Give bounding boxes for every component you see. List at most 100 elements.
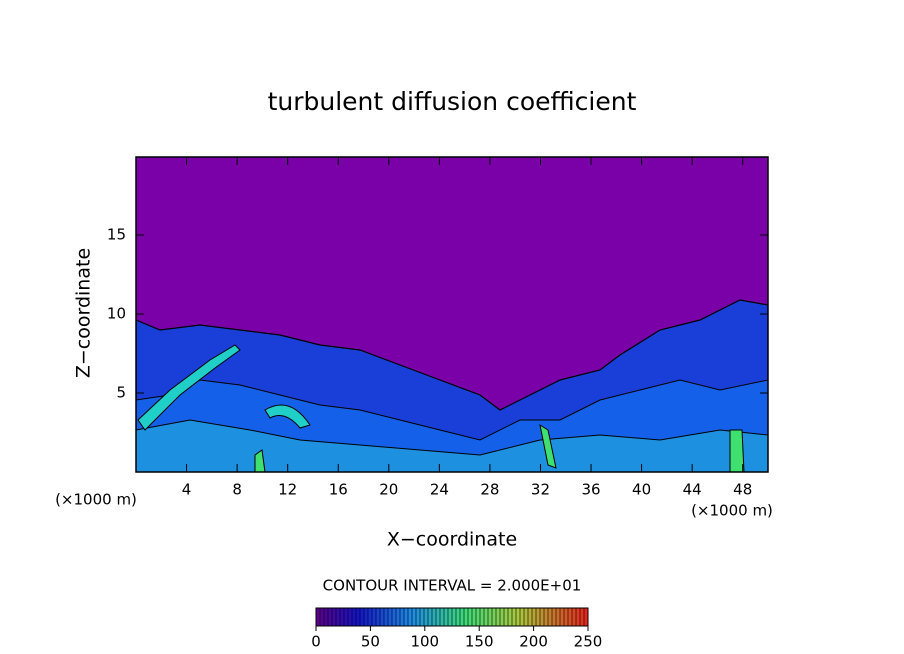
colorbar-cell [340,608,344,626]
colorbar-cell [360,608,364,626]
colorbar-tick-label: 150 [465,633,494,651]
colorbar-cell [372,608,376,626]
colorbar-cell [536,608,540,626]
colorbar-cell [556,608,560,626]
colorbar-frame [315,607,589,627]
x-tick-label: 4 [182,481,192,499]
colorbar-cell [552,608,556,626]
colorbar-cell [344,608,348,626]
colorbar-cell [472,608,476,626]
colorbar-cell [484,608,488,626]
colorbar-cell [420,608,424,626]
x-axis-title: X−coordinate [387,529,517,551]
colorbar-cell [524,608,528,626]
colorbar-cell [584,608,588,626]
colorbar-cell [408,608,412,626]
colorbar-cell [480,608,484,626]
field-region [729,429,745,472]
x-tick-label: 28 [480,481,499,499]
colorbar-cell [464,608,468,626]
colorbar-cell [560,608,564,626]
colorbar-cell [512,608,516,626]
x-tick-label: 16 [329,481,348,499]
colorbar-cell [324,608,328,626]
colorbar-cell [392,608,396,626]
colorbar-tick-label: 50 [361,633,380,651]
field-region [264,404,311,429]
colorbar-cell [500,608,504,626]
colorbar-cell [516,608,520,626]
colorbar-cell [316,608,320,626]
colorbar-cell [496,608,500,626]
colorbar-cell [580,608,584,626]
colorbar-cell [440,608,444,626]
colorbar-cell [368,608,372,626]
y-axis-title: Z−coordinate [73,248,95,378]
colorbar-cell [468,608,472,626]
colorbar-cell [396,608,400,626]
colorbar-cell [540,608,544,626]
y-tick-label: 15 [107,226,126,244]
y-tick-label: 5 [116,384,126,402]
colorbar [315,608,588,626]
contour-field [136,157,768,472]
colorbar-cell [356,608,360,626]
colorbar-cell [444,608,448,626]
contour-interval: CONTOUR INTERVAL = 2.000E+01 [323,577,582,595]
x-tick-label: 48 [733,481,752,499]
y-tick-label: 10 [107,305,126,323]
field-region [137,344,241,431]
colorbar-cell [456,608,460,626]
colorbar-cell [400,608,404,626]
colorbar-cell [376,608,380,626]
colorbar-cell [436,608,440,626]
colorbar-cell [416,608,420,626]
field-region [136,419,768,472]
colorbar-cell [320,608,324,626]
colorbar-cell [488,608,492,626]
colorbar-cell [328,608,332,626]
colorbar-cell [544,608,548,626]
colorbar-cell [476,608,480,626]
colorbar-cell [332,608,336,626]
colorbar-cell [388,608,392,626]
colorbar-cell [428,608,432,626]
colorbar-cell [384,608,388,626]
x-tick-label: 8 [232,481,242,499]
x-tick-label: 12 [278,481,297,499]
colorbar-cell [348,608,352,626]
colorbar-cell [448,608,452,626]
x-unit-label: (×1000 m) [691,502,773,520]
colorbar-cell [424,608,428,626]
colorbar-cell [336,608,340,626]
colorbar-cell [576,608,580,626]
x-tick-label: 36 [581,481,600,499]
field-region [254,449,266,472]
colorbar-cell [412,608,416,626]
colorbar-cell [508,608,512,626]
colorbar-cell [528,608,532,626]
x-tick-label: 44 [683,481,702,499]
colorbar-cell [352,608,356,626]
colorbar-cell [520,608,524,626]
colorbar-cell [572,608,576,626]
colorbar-cell [380,608,384,626]
colorbar-tick-label: 250 [574,633,603,651]
x-tick-label: 24 [430,481,449,499]
x-unit-label: (×1000 m) [55,491,137,509]
chart-title: turbulent diffusion coefficient [268,87,637,116]
colorbar-cell [568,608,572,626]
colorbar-tick-label: 200 [519,633,548,651]
colorbar-cell [364,608,368,626]
colorbar-cell [452,608,456,626]
colorbar-cell [548,608,552,626]
colorbar-cell [404,608,408,626]
colorbar-cell [432,608,436,626]
colorbar-tick-label: 0 [311,633,321,651]
colorbar-cell [504,608,508,626]
field-region [539,423,557,469]
x-tick-label: 20 [379,481,398,499]
colorbar-cell [564,608,568,626]
colorbar-tick-label: 100 [410,633,439,651]
